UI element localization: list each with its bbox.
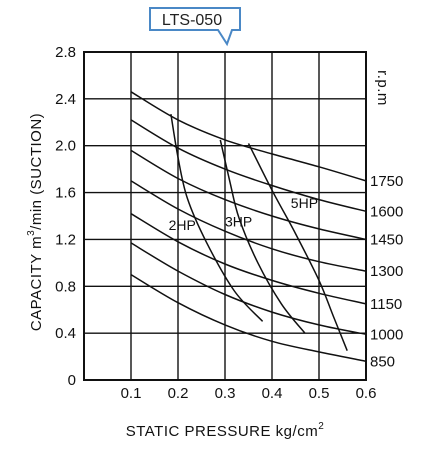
rpm-label-1000: 1000 bbox=[370, 326, 403, 343]
model-callout: LTS-050 bbox=[149, 7, 241, 47]
y-tick-0: 0 bbox=[68, 372, 76, 389]
rpm-curve-1750 bbox=[130, 91, 367, 182]
hp-curves bbox=[170, 113, 348, 351]
x-tick-0-4: 0.4 bbox=[262, 385, 283, 402]
plot-frame bbox=[83, 51, 367, 381]
y-axis-title: CAPACITY m3/min (SUCTION) bbox=[26, 113, 45, 331]
rpm-curve-1300 bbox=[130, 180, 367, 272]
x-tick-0-5: 0.5 bbox=[309, 385, 330, 402]
y-tick-2-0: 2.0 bbox=[55, 138, 76, 155]
rpm-labels: 1750 1600 1450 1300 1150 1000 850 bbox=[370, 173, 403, 370]
y-tick-labels: 0 0.4 0.8 1.2 1.6 2.0 2.4 2.8 bbox=[55, 44, 76, 389]
x-tick-0-2: 0.2 bbox=[168, 385, 189, 402]
y-tick-0-4: 0.4 bbox=[55, 325, 76, 342]
rpm-label-1300: 1300 bbox=[370, 263, 403, 280]
rpm-curves bbox=[130, 91, 367, 363]
rpm-label-850: 850 bbox=[370, 353, 395, 370]
callout-shape bbox=[149, 7, 241, 47]
x-tick-0-6: 0.6 bbox=[356, 385, 377, 402]
rpm-curve-1450 bbox=[130, 149, 367, 241]
rpm-axis-title: r.p.m bbox=[374, 70, 391, 106]
y-tick-1-2: 1.2 bbox=[55, 231, 76, 248]
hp-curve-5hp bbox=[247, 143, 348, 351]
rpm-curve-850 bbox=[130, 273, 367, 363]
rpm-label-1600: 1600 bbox=[370, 203, 403, 220]
chart-title: LTS-050 bbox=[162, 12, 222, 29]
rpm-curve-1600 bbox=[130, 119, 367, 213]
rpm-curve-1150 bbox=[130, 213, 367, 305]
hp-labels: 2HP 3HP 5HP bbox=[169, 195, 318, 233]
hp-curve-3hp bbox=[219, 139, 306, 334]
y-tick-2-8: 2.8 bbox=[55, 44, 76, 61]
rpm-label-1450: 1450 bbox=[370, 231, 403, 248]
x-tick-0-3: 0.3 bbox=[215, 385, 236, 402]
x-tick-0-1: 0.1 bbox=[121, 385, 142, 402]
rpm-label-1150: 1150 bbox=[370, 296, 402, 313]
hp-label-3hp: 3HP bbox=[225, 214, 252, 230]
hp-label-5hp: 5HP bbox=[291, 195, 318, 211]
hp-label-2hp: 2HP bbox=[169, 217, 196, 233]
x-axis-title: STATIC PRESSURE kg/cm2 bbox=[126, 421, 325, 440]
hp-curve-2hp bbox=[170, 113, 264, 322]
rpm-curve-1000 bbox=[130, 242, 367, 336]
y-tick-2-4: 2.4 bbox=[55, 91, 76, 108]
x-tick-labels: 0.1 0.2 0.3 0.4 0.5 0.6 bbox=[121, 385, 377, 402]
y-tick-1-6: 1.6 bbox=[55, 185, 76, 202]
rpm-label-1750: 1750 bbox=[370, 173, 403, 190]
y-tick-0-8: 0.8 bbox=[55, 278, 76, 295]
